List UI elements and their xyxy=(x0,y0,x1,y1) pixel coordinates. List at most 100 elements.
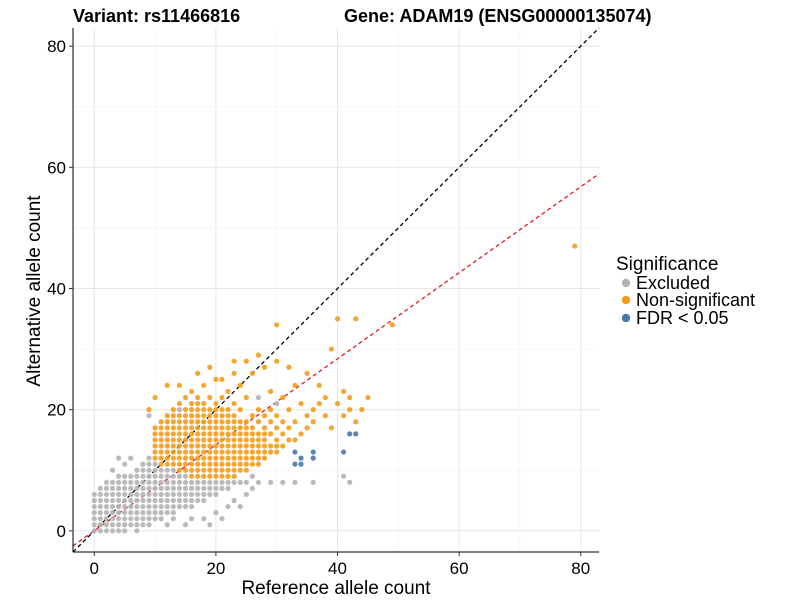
point-non-significant xyxy=(219,455,225,461)
point-excluded xyxy=(140,503,146,510)
point-excluded xyxy=(182,491,189,498)
point-excluded xyxy=(97,491,103,498)
point-excluded xyxy=(116,485,122,491)
point-excluded xyxy=(146,413,152,419)
point-excluded xyxy=(140,491,146,498)
data-points xyxy=(91,243,578,534)
point-non-significant xyxy=(255,419,262,425)
point-non-significant xyxy=(213,449,219,455)
point-non-significant xyxy=(207,473,213,479)
point-excluded xyxy=(182,485,189,491)
point-excluded xyxy=(176,497,183,504)
point-excluded xyxy=(109,497,116,504)
point-non-significant xyxy=(243,394,249,401)
point-non-significant xyxy=(176,443,183,449)
point-non-significant xyxy=(298,431,304,437)
point-non-significant xyxy=(249,425,255,431)
point-excluded xyxy=(109,491,116,498)
point-non-significant xyxy=(213,467,219,473)
point-non-significant xyxy=(225,461,231,467)
point-non-significant xyxy=(213,400,219,407)
point-fdr-0-05 xyxy=(310,455,316,461)
point-non-significant xyxy=(304,425,310,431)
point-non-significant xyxy=(249,431,255,437)
point-excluded xyxy=(109,467,116,473)
point-excluded xyxy=(91,528,97,534)
point-non-significant xyxy=(207,449,213,455)
point-excluded xyxy=(134,485,140,491)
point-excluded xyxy=(140,473,146,479)
point-non-significant xyxy=(231,467,237,473)
point-non-significant xyxy=(182,394,189,401)
point-non-significant xyxy=(280,394,286,401)
legend-swatch-non-significant xyxy=(621,295,631,305)
point-non-significant xyxy=(213,461,219,467)
point-non-significant xyxy=(231,425,237,431)
point-non-significant xyxy=(353,419,359,425)
chart-title-variant: Variant: rs11466816 xyxy=(73,6,240,26)
point-non-significant xyxy=(389,322,395,328)
point-non-significant xyxy=(170,413,176,419)
point-fdr-0-05 xyxy=(298,455,304,461)
point-excluded xyxy=(122,522,128,528)
point-non-significant xyxy=(268,449,274,455)
point-excluded xyxy=(134,516,140,522)
point-non-significant xyxy=(334,400,341,407)
point-non-significant xyxy=(182,407,189,413)
point-non-significant xyxy=(176,461,183,467)
point-excluded xyxy=(195,497,201,504)
point-excluded xyxy=(128,455,134,461)
point-excluded xyxy=(146,473,152,479)
point-excluded xyxy=(97,510,103,516)
point-non-significant xyxy=(158,425,164,431)
point-non-significant xyxy=(158,437,164,443)
point-non-significant xyxy=(213,376,219,382)
point-excluded xyxy=(158,516,164,522)
point-excluded xyxy=(280,479,286,485)
point-excluded xyxy=(128,473,134,479)
point-excluded xyxy=(109,479,116,485)
point-non-significant xyxy=(188,388,195,395)
point-excluded xyxy=(164,473,170,479)
point-non-significant xyxy=(237,437,243,443)
point-non-significant xyxy=(176,449,183,455)
point-excluded xyxy=(152,497,158,504)
point-non-significant xyxy=(176,425,183,431)
point-non-significant xyxy=(243,467,249,473)
point-non-significant xyxy=(280,443,286,449)
point-non-significant xyxy=(261,443,268,449)
point-excluded xyxy=(116,503,122,510)
point-non-significant xyxy=(225,455,231,461)
point-excluded xyxy=(347,479,353,485)
point-non-significant xyxy=(201,413,207,419)
point-non-significant xyxy=(219,449,225,455)
point-non-significant xyxy=(213,473,219,479)
point-excluded xyxy=(231,479,237,485)
point-excluded xyxy=(182,522,189,528)
point-excluded xyxy=(122,528,128,534)
point-non-significant xyxy=(237,431,243,437)
point-non-significant xyxy=(182,437,189,443)
point-excluded xyxy=(176,407,183,413)
point-fdr-0-05 xyxy=(341,449,347,455)
point-non-significant xyxy=(231,431,237,437)
point-excluded xyxy=(109,522,116,528)
point-excluded xyxy=(201,491,207,498)
point-excluded xyxy=(97,522,103,528)
point-excluded xyxy=(103,503,110,510)
point-excluded xyxy=(152,473,158,479)
point-excluded xyxy=(116,491,122,498)
point-non-significant xyxy=(158,455,164,461)
point-non-significant xyxy=(207,394,213,401)
point-excluded xyxy=(91,491,97,498)
point-non-significant xyxy=(231,449,237,455)
point-non-significant xyxy=(316,400,322,407)
point-non-significant xyxy=(188,461,195,467)
point-excluded xyxy=(170,467,176,473)
point-non-significant xyxy=(225,449,231,455)
point-non-significant xyxy=(249,370,255,376)
point-excluded xyxy=(109,510,116,516)
point-non-significant xyxy=(268,419,274,425)
point-excluded xyxy=(103,528,110,534)
point-non-significant xyxy=(237,382,243,389)
